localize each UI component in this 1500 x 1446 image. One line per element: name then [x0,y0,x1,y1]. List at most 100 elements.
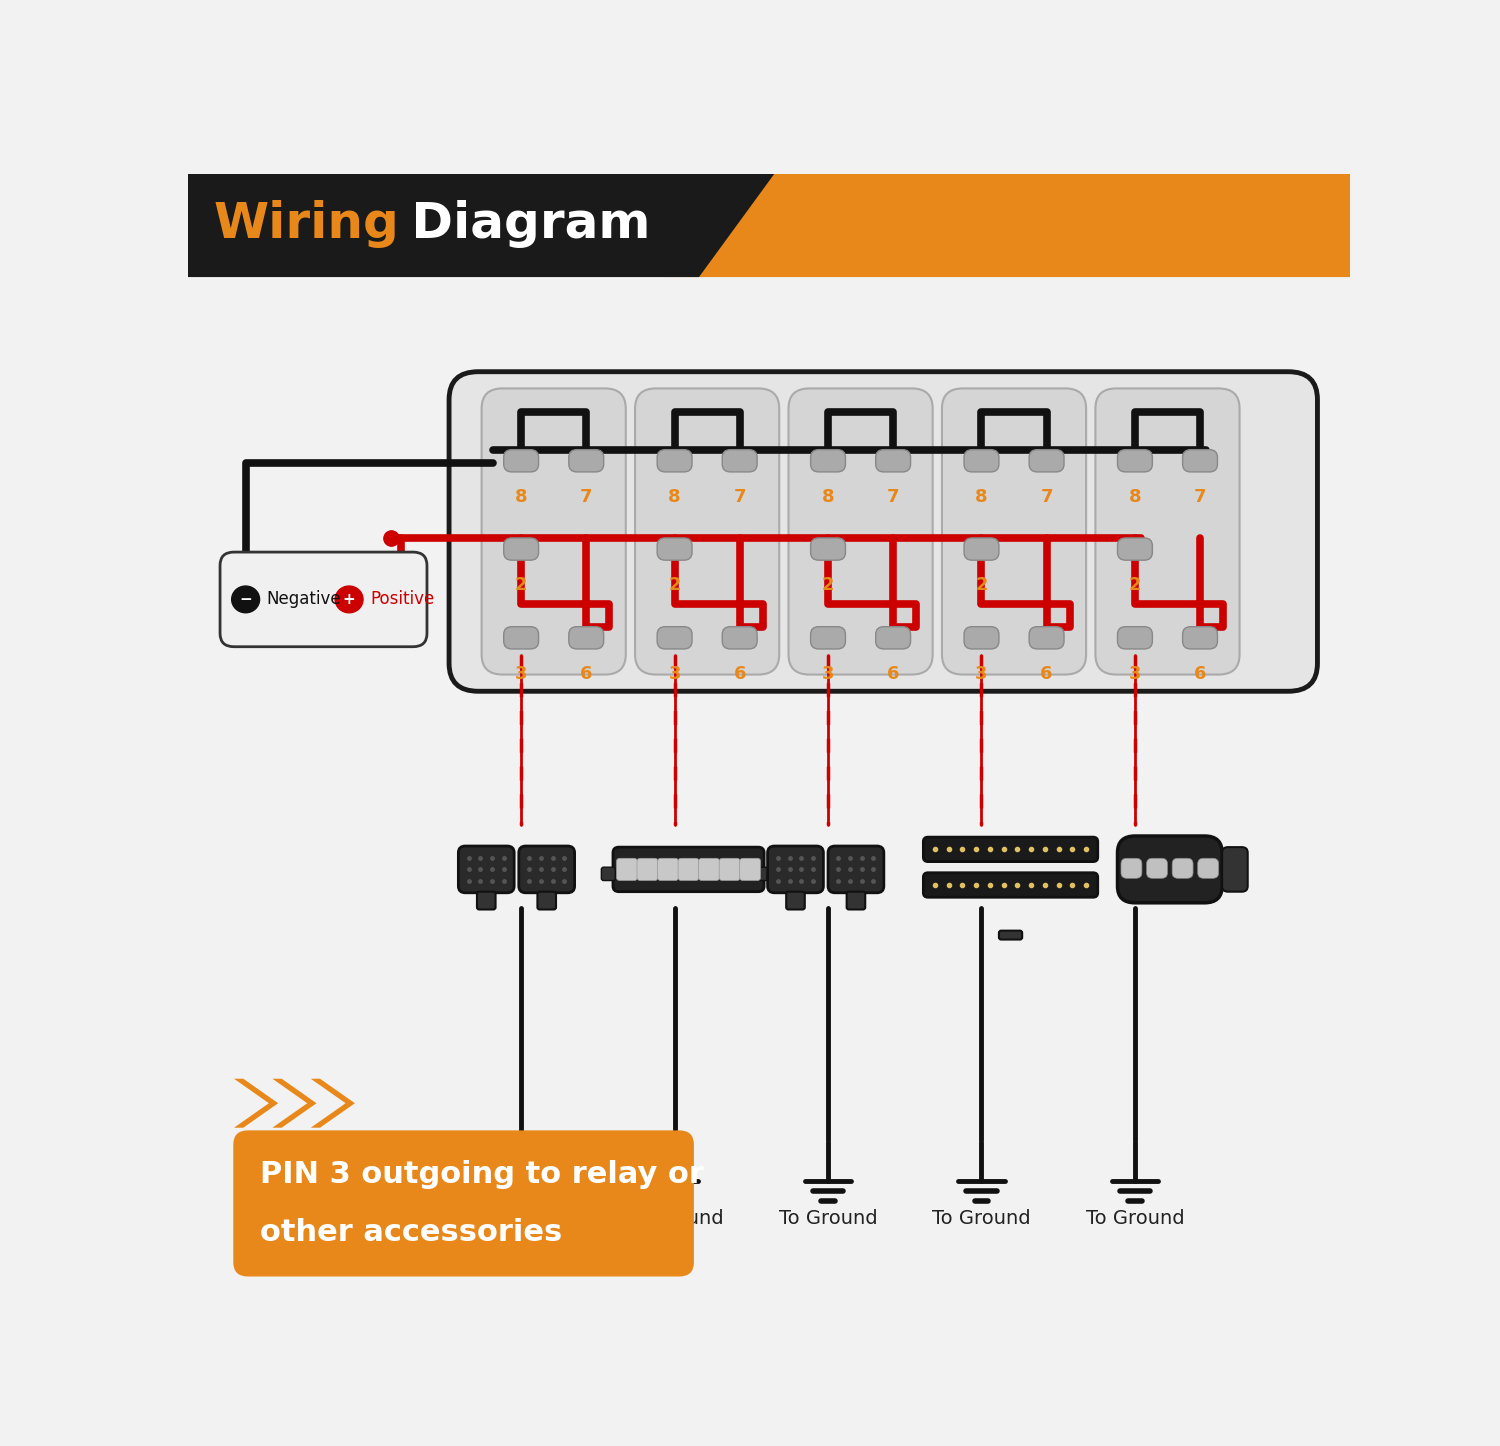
FancyBboxPatch shape [999,931,1022,940]
Circle shape [334,586,363,613]
Text: 7: 7 [886,487,900,506]
Text: 3: 3 [514,665,528,683]
Text: To Ground: To Ground [472,1209,570,1228]
Text: 7: 7 [1194,487,1206,506]
Text: To Ground: To Ground [1086,1209,1185,1228]
Text: To Ground: To Ground [932,1209,1030,1228]
FancyBboxPatch shape [1222,847,1248,892]
Text: 6: 6 [886,665,900,683]
FancyBboxPatch shape [810,538,846,560]
Polygon shape [273,1079,316,1128]
FancyBboxPatch shape [504,450,538,471]
FancyBboxPatch shape [1182,450,1218,471]
Text: PIN 3 outgoing to relay or: PIN 3 outgoing to relay or [260,1160,704,1189]
FancyBboxPatch shape [1029,626,1063,649]
Text: 2: 2 [514,576,528,594]
Text: 8: 8 [669,487,681,506]
FancyBboxPatch shape [964,626,999,649]
Text: 8: 8 [514,487,528,506]
FancyBboxPatch shape [723,626,758,649]
Text: +: + [342,591,355,607]
FancyBboxPatch shape [723,450,758,471]
FancyBboxPatch shape [810,626,846,649]
FancyBboxPatch shape [220,552,428,646]
FancyBboxPatch shape [504,538,538,560]
FancyBboxPatch shape [1172,859,1192,878]
FancyBboxPatch shape [1182,626,1218,649]
Text: −: − [240,591,252,607]
FancyBboxPatch shape [1120,859,1142,878]
Text: Negative: Negative [267,590,340,609]
Circle shape [231,586,260,613]
Polygon shape [234,1079,278,1128]
Text: 8: 8 [1128,487,1142,506]
FancyBboxPatch shape [504,626,538,649]
FancyBboxPatch shape [678,859,699,881]
Text: 8: 8 [822,487,834,506]
FancyBboxPatch shape [638,859,658,881]
Text: To Ground: To Ground [626,1209,724,1228]
Polygon shape [664,174,1350,278]
Text: 6: 6 [1041,665,1053,683]
FancyBboxPatch shape [1095,389,1239,674]
Text: 2: 2 [669,576,681,594]
FancyBboxPatch shape [1118,836,1222,902]
Text: Diagram: Diagram [394,200,651,247]
FancyBboxPatch shape [537,892,556,910]
FancyBboxPatch shape [789,389,933,674]
FancyBboxPatch shape [519,846,574,892]
FancyBboxPatch shape [568,626,603,649]
FancyBboxPatch shape [846,892,865,910]
FancyBboxPatch shape [459,846,514,892]
FancyBboxPatch shape [759,868,772,881]
FancyBboxPatch shape [740,859,760,881]
FancyBboxPatch shape [1118,538,1152,560]
FancyBboxPatch shape [1118,450,1152,471]
FancyBboxPatch shape [614,847,764,892]
FancyBboxPatch shape [1118,626,1152,649]
FancyBboxPatch shape [876,626,910,649]
FancyBboxPatch shape [876,450,910,471]
FancyBboxPatch shape [1146,859,1167,878]
Text: 6: 6 [580,665,592,683]
FancyBboxPatch shape [924,837,1098,862]
FancyBboxPatch shape [786,892,806,910]
Text: 2: 2 [1128,576,1142,594]
Text: other accessories: other accessories [260,1218,562,1246]
FancyBboxPatch shape [657,538,692,560]
FancyBboxPatch shape [657,450,692,471]
Text: 2: 2 [822,576,834,594]
FancyBboxPatch shape [699,859,720,881]
Text: 7: 7 [734,487,746,506]
Polygon shape [310,1079,356,1128]
Text: Positive: Positive [370,590,435,609]
FancyBboxPatch shape [448,372,1317,691]
FancyBboxPatch shape [657,859,678,881]
FancyBboxPatch shape [810,450,846,471]
Text: 7: 7 [580,487,592,506]
Text: 3: 3 [669,665,681,683]
FancyBboxPatch shape [924,873,1098,897]
FancyBboxPatch shape [482,389,626,674]
Text: 2: 2 [975,576,987,594]
FancyBboxPatch shape [616,859,638,881]
FancyBboxPatch shape [657,626,692,649]
FancyBboxPatch shape [964,450,999,471]
FancyBboxPatch shape [1197,859,1218,878]
Text: 7: 7 [1041,487,1053,506]
Text: 6: 6 [1194,665,1206,683]
FancyBboxPatch shape [568,450,603,471]
FancyBboxPatch shape [634,389,778,674]
FancyBboxPatch shape [964,538,999,560]
Text: 3: 3 [822,665,834,683]
Text: Wiring: Wiring [213,200,399,247]
FancyBboxPatch shape [602,868,615,881]
Text: 3: 3 [975,665,987,683]
Text: 3: 3 [1128,665,1142,683]
FancyBboxPatch shape [477,892,495,910]
FancyBboxPatch shape [234,1131,693,1275]
FancyBboxPatch shape [768,846,824,892]
FancyBboxPatch shape [1029,450,1063,471]
FancyBboxPatch shape [942,389,1086,674]
FancyBboxPatch shape [828,846,884,892]
